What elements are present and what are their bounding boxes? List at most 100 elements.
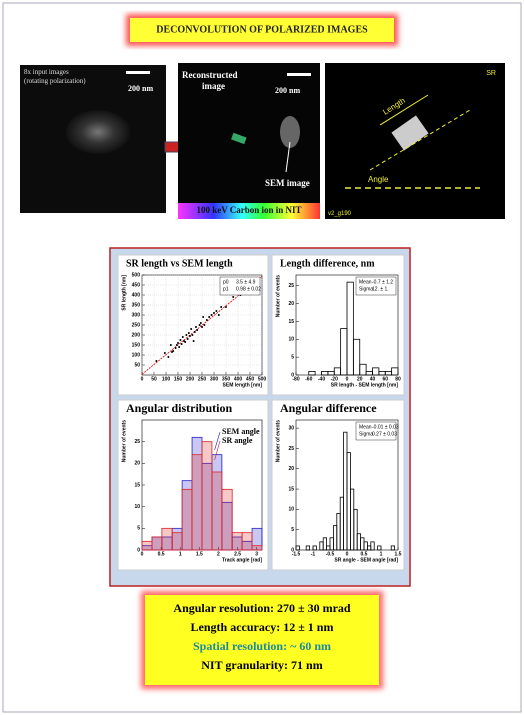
plot-title: Length difference, nm: [280, 258, 375, 269]
x-axis-label: SR angle - SEM angle [rad]: [334, 557, 398, 563]
label: SR: [486, 70, 496, 77]
x-tick-label: -0.5: [326, 551, 335, 557]
x-tick-label: -60: [305, 376, 312, 382]
y-tick-label: 400: [132, 292, 141, 298]
point: [225, 306, 227, 308]
x-tick-label: 80: [395, 376, 401, 382]
y-tick-label: 300: [132, 312, 141, 318]
label: v2_g190: [328, 211, 352, 217]
length-arrow: [379, 94, 429, 126]
title-box: [130, 18, 394, 42]
y-tick-label: 50: [134, 362, 140, 368]
point: [215, 310, 218, 312]
x-axis-label: SEM length [nm]: [223, 382, 263, 388]
y-tick-label: 350: [132, 302, 141, 308]
x-tick-label: -40: [318, 376, 325, 382]
bar: [305, 545, 311, 551]
point: [196, 329, 199, 331]
y-tick-label: 20: [288, 466, 294, 472]
point: [163, 352, 166, 354]
y-tick-label: 25: [134, 439, 140, 445]
label: 8x input images: [24, 68, 69, 76]
stats-label: Mean: [359, 424, 372, 430]
x-tick-label: 2.5: [234, 551, 241, 557]
point: [175, 344, 178, 346]
point: [198, 324, 201, 326]
y-tick-label: 5: [137, 526, 140, 532]
summary-line: Spatial resolution: ~ 60 nm: [193, 639, 331, 653]
label: Angle: [368, 175, 389, 184]
x-tick-label: 500: [258, 376, 267, 382]
summary-line: Angular resolution: 270 ± 30 mrad: [173, 601, 350, 615]
scale-bar: [126, 71, 150, 74]
x-tick-label: 250: [198, 376, 207, 382]
y-tick-label: 450: [132, 282, 141, 288]
bar: [352, 338, 361, 376]
y-axis-label: Number of events: [275, 420, 281, 462]
point: [208, 316, 211, 318]
x-tick-label: 1.5: [395, 551, 402, 557]
x-tick-label: 50: [151, 376, 157, 382]
y-tick-label: 25: [288, 446, 294, 452]
stats-value: 0.98 ± 0.02: [236, 286, 261, 292]
axis-line: [369, 109, 471, 171]
y-tick-label: 200: [132, 332, 141, 338]
point: [193, 331, 196, 333]
y-axis-label: Number of events: [275, 275, 281, 317]
x-axis-label: Track angle [rad]: [222, 557, 262, 563]
x-tick-label: 0.5: [158, 551, 165, 557]
point: [167, 356, 170, 358]
x-tick-label: 20: [357, 376, 363, 382]
summary: Angular resolution: 270 ± 30 mrad Length …: [173, 601, 350, 672]
x-tick-label: 2: [217, 551, 220, 557]
point: [203, 324, 206, 326]
y-tick-label: 25: [288, 283, 294, 289]
stats-label: Sigma: [359, 286, 373, 292]
point: [172, 350, 175, 352]
blob: [66, 110, 130, 154]
bar: [312, 545, 317, 551]
y-tick-label: 15: [134, 482, 140, 488]
point: [186, 338, 189, 340]
label: 200 nm: [128, 84, 153, 93]
summary-line: NIT granularity: 71 nm: [201, 658, 322, 672]
bar: [346, 281, 354, 376]
x-axis-label: SR length - SEM length [nm]: [331, 382, 399, 388]
bar: [390, 545, 396, 551]
x-tick-label: 60: [382, 376, 388, 382]
x-tick-label: 0: [141, 551, 144, 557]
y-tick-label: 15: [288, 486, 294, 492]
plot-title: Angular difference: [280, 401, 377, 415]
bar: [201, 441, 213, 551]
point: [202, 316, 205, 318]
bar: [251, 545, 263, 551]
legend-pointer: [214, 440, 221, 461]
x-tick-label: 150: [174, 376, 183, 382]
caption-bg: [178, 203, 320, 219]
y-tick-label: 500: [132, 272, 141, 278]
summary-line: Length accuracy: 12 ± 1 nm: [191, 620, 334, 634]
stats-value: 0.27 ± 0.03: [372, 431, 397, 437]
point: [210, 314, 213, 316]
point: [155, 360, 158, 362]
point: [180, 343, 183, 345]
bar: [211, 471, 223, 551]
bar: [295, 545, 300, 551]
bar: [308, 371, 316, 376]
bar: [370, 541, 375, 551]
reco-track: [231, 132, 247, 145]
label: image: [202, 81, 225, 91]
bar: [359, 363, 367, 376]
y-tick-label: 0: [291, 547, 294, 553]
legend-pointer: [214, 431, 221, 451]
x-tick-label: 40: [370, 376, 376, 382]
stats-value: 12. ± 1.: [372, 286, 389, 292]
label: 200 nm: [275, 86, 300, 95]
stats-value: -0.7 ± 1.2: [372, 279, 393, 285]
point: [185, 334, 188, 336]
stats-box: [219, 276, 261, 296]
x-tick-label: 0: [346, 551, 349, 557]
y-tick-label: 0: [291, 372, 294, 378]
stats-label: Sigma: [359, 431, 373, 437]
